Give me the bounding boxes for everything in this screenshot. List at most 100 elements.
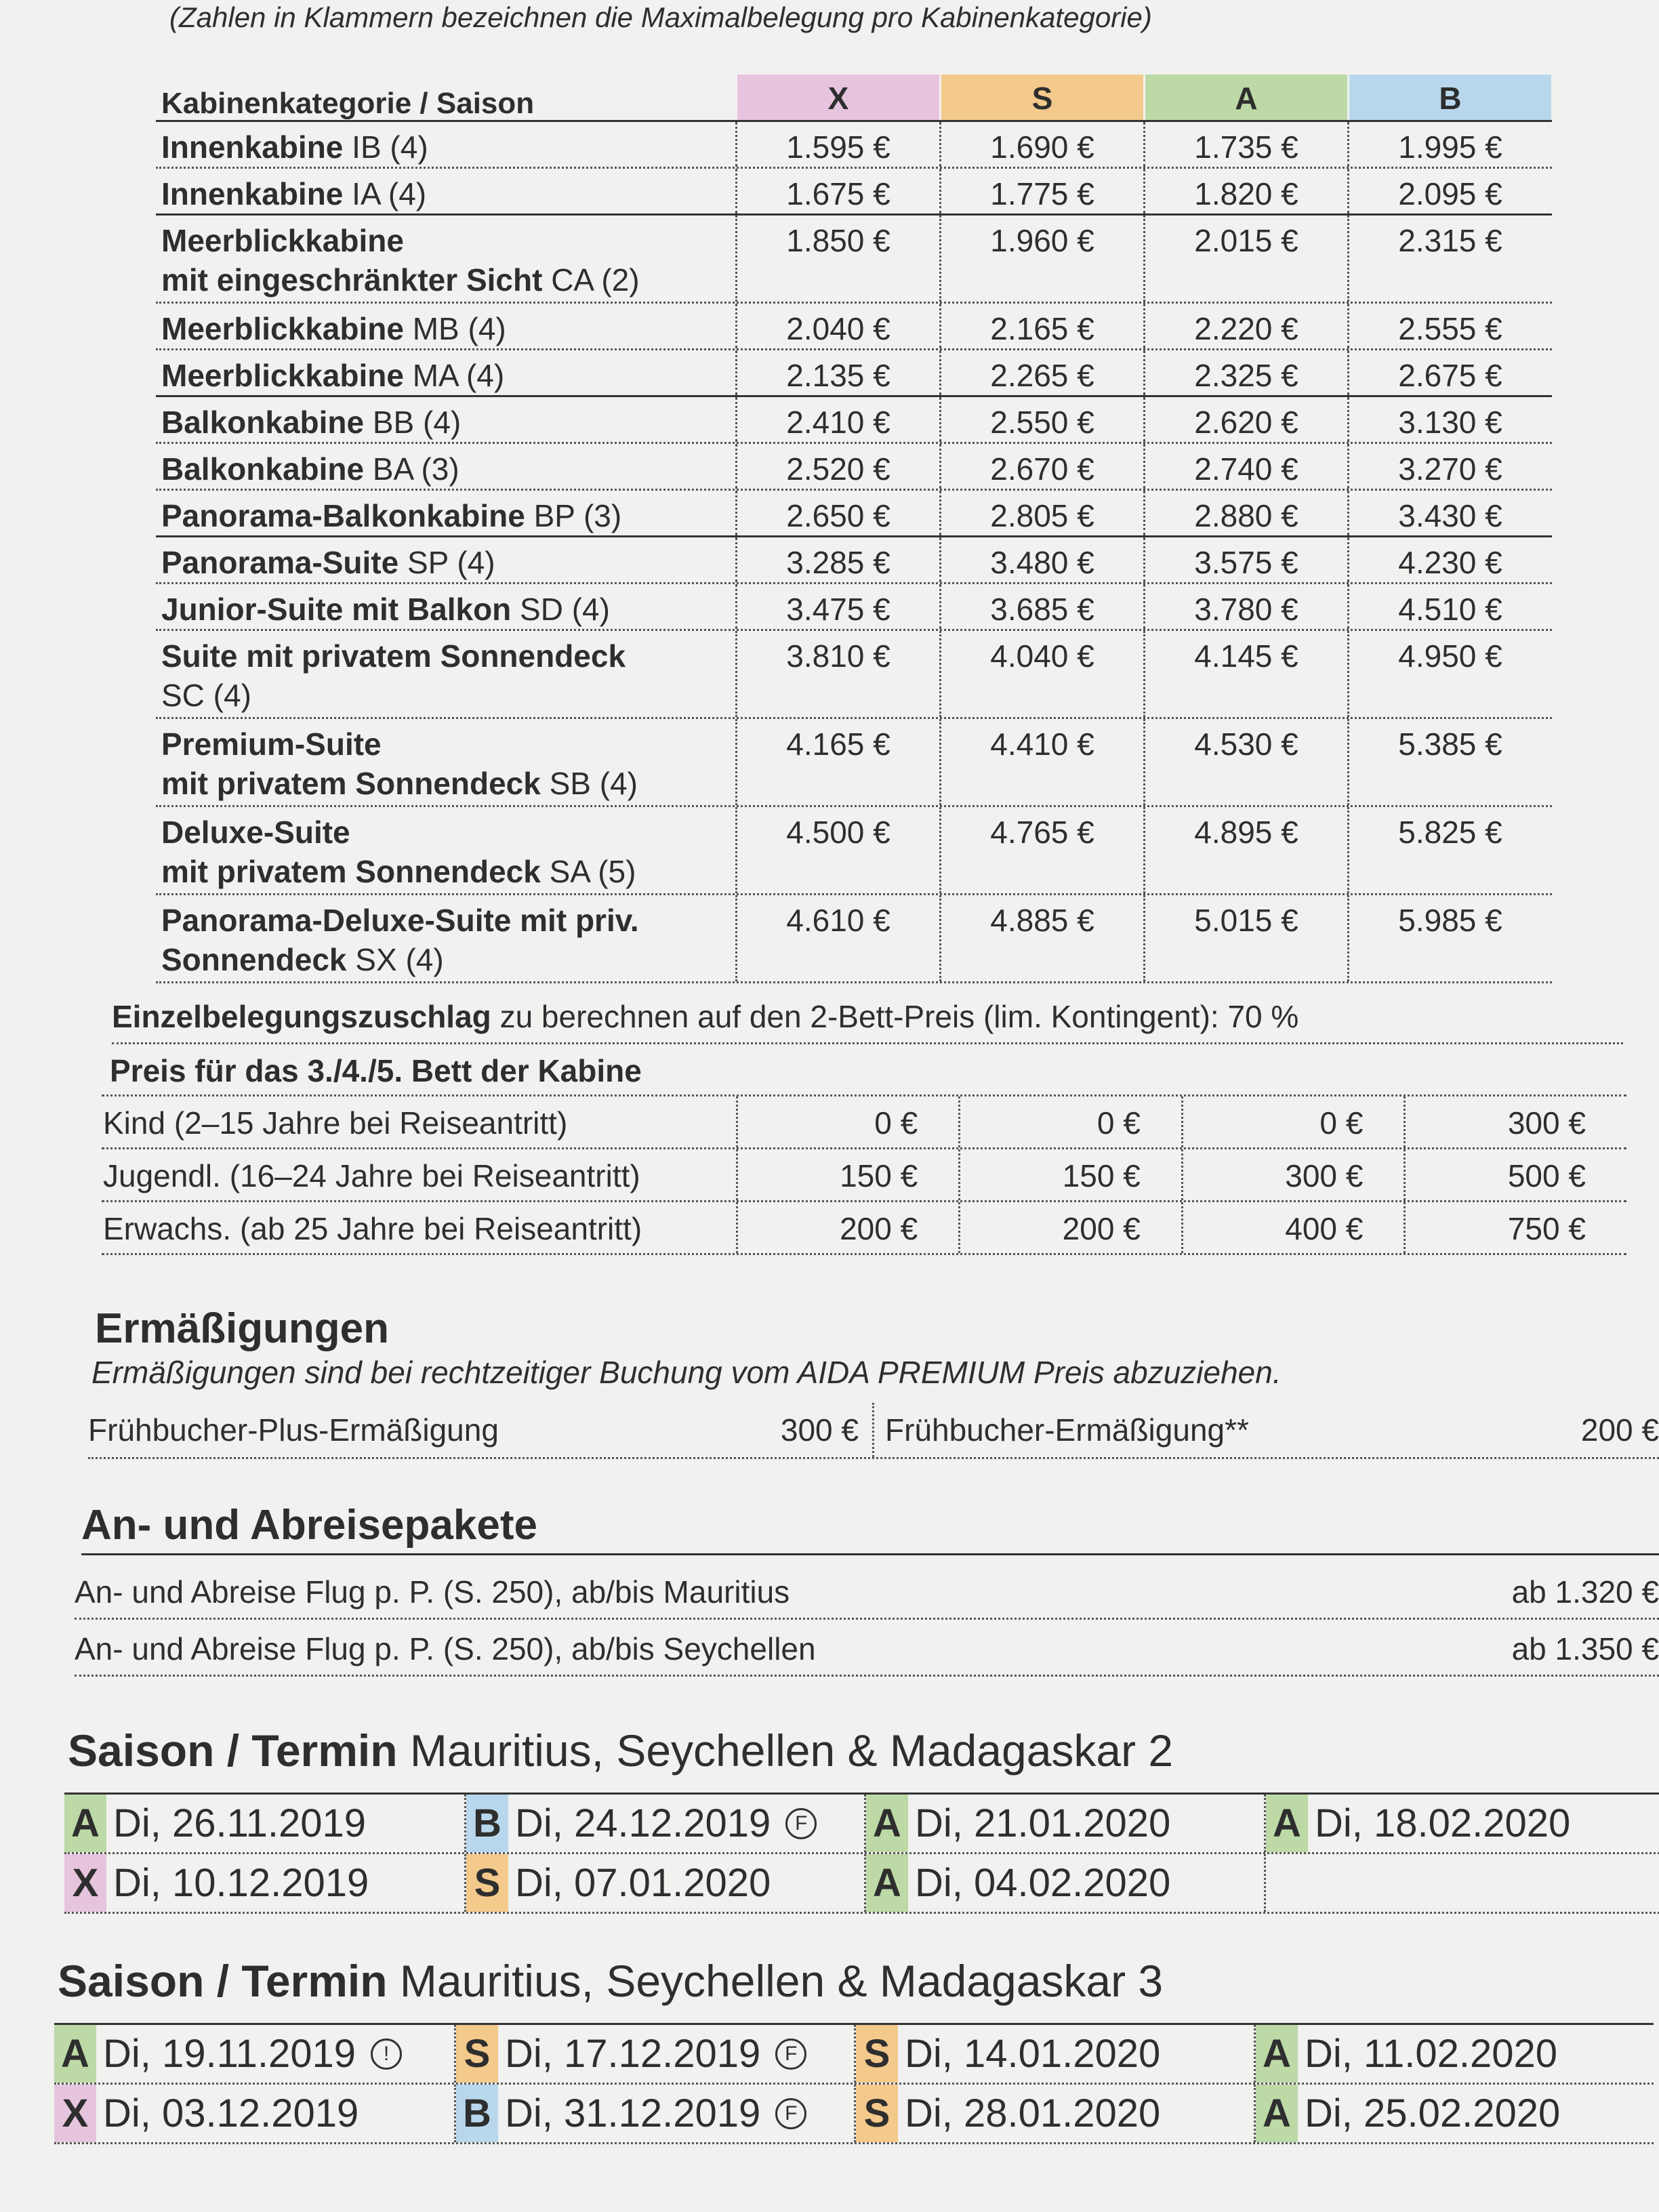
date-cell: A Di, 26.11.2019 [64, 1795, 464, 1852]
header-row: Kabinenkategorie / Saison X S A B [156, 75, 1552, 122]
cabin-name: Panorama-Deluxe-Suite mit priv. Sonnendec… [156, 895, 735, 981]
cabin-code: SA (5) [549, 854, 636, 889]
season-badge: S [856, 2085, 898, 2142]
name-line: Panorama-Balkonkabine BP (3) [161, 496, 735, 535]
single-supplement: Einzelbelegungszuschlag zu berechnen auf… [112, 991, 1623, 1044]
cabin-name: Balkonkabine BA (3) [156, 444, 735, 489]
discount-price: 200 € [1580, 1412, 1659, 1448]
name-line: Meerblickkabine MB (4) [161, 309, 735, 348]
season-badge: A [866, 1854, 908, 1912]
name-line: mit privatem Sonnendeck SB (4) [161, 764, 735, 803]
price: 3.685 € [939, 584, 1143, 629]
price: 750 € [1404, 1202, 1626, 1253]
price: 1.960 € [939, 216, 1143, 302]
age-label: Erwachs. (ab 25 Jahre bei Reiseantritt) [103, 1211, 642, 1246]
season-header: B [1347, 75, 1551, 120]
cabin-type: Balkonkabine [161, 451, 365, 487]
season-badge: A [64, 1795, 106, 1852]
season-badge: A [54, 2025, 96, 2083]
price: 2.740 € [1143, 444, 1347, 489]
price: 2.550 € [939, 397, 1143, 442]
schedule-row: X Di, 03.12.2019 B Di, 31.12.2019 F S Di, 28.0… [54, 2085, 1654, 2144]
price: 5.985 € [1347, 895, 1551, 981]
price: 1.735 € [1143, 122, 1347, 167]
cabin-code: CA (2) [551, 262, 640, 298]
price: 400 € [1181, 1202, 1404, 1253]
route: Mauritius, Seychellen & Madagaskar 2 [409, 1725, 1174, 1776]
package-label: An- und Abreise Flug p. P. (S. 250), ab/… [75, 1631, 816, 1666]
name-line: mit privatem Sonnendeck SA (5) [161, 852, 735, 891]
name-line: Junior-Suite mit Balkon SD (4) [161, 590, 735, 629]
price: 3.810 € [735, 631, 939, 717]
label: Einzelbelegungszuschlag [112, 999, 491, 1034]
price: 4.530 € [1143, 719, 1347, 805]
route: Mauritius, Seychellen & Madagaskar 3 [399, 1956, 1164, 2006]
cabin-code: IA (4) [352, 176, 427, 211]
price: 4.885 € [939, 895, 1143, 981]
date: Di, 11.02.2020 [1305, 2032, 1557, 2076]
cabin-code: BP (3) [533, 498, 622, 533]
extra-bed-row: Erwachs. (ab 25 Jahre bei Reiseantritt) 2… [102, 1202, 1626, 1255]
cabin-name: Innenkabine IB (4) [156, 122, 735, 167]
name-line: Premium-Suite [161, 724, 735, 764]
price: 4.145 € [1143, 631, 1347, 717]
price: 4.895 € [1143, 807, 1347, 893]
price: 150 € [958, 1149, 1181, 1200]
season-badge: A [866, 1795, 908, 1852]
price: 4.410 € [939, 719, 1143, 805]
cabin-name: Meerblickkabine MB (4) [156, 304, 735, 348]
cabin-type: Deluxe-Suite [161, 815, 350, 850]
schedule-grid: A Di, 26.11.2019 B Di, 24.12.2019 F A Di, 21.0… [64, 1793, 1659, 1914]
date: Di, 10.12.2019 [113, 1861, 369, 1905]
price: 2.670 € [939, 444, 1143, 489]
name-line: Sonnendeck SX (4) [161, 940, 735, 979]
price: 4.765 € [939, 807, 1143, 893]
price: 2.265 € [939, 350, 1143, 395]
cabin-name: Premium-Suite mit privatem Sonnendeck SB … [156, 719, 735, 805]
price: 1.995 € [1347, 122, 1551, 167]
price: 300 € [1181, 1149, 1404, 1200]
price: 5.385 € [1347, 719, 1551, 805]
cabin-type: Panorama-Deluxe-Suite mit priv. [161, 903, 639, 938]
date: Di, 04.02.2020 [915, 1861, 1171, 1905]
cabin-type: Junior-Suite mit Balkon [161, 592, 512, 627]
schedule-row: A Di, 19.11.2019! S Di, 17.12.2019 F S Di, 14.… [54, 2025, 1654, 2085]
date-cell: A Di, 25.02.2020 [1254, 2085, 1654, 2142]
price-table: Kabinenkategorie / Saison X S A B Innenkabine… [156, 75, 1552, 983]
package-price: ab 1.350 € [1511, 1631, 1659, 1666]
cabin-type: Meerblickkabine [161, 311, 404, 346]
price: 200 € [958, 1202, 1181, 1253]
cabin-code: BB (4) [372, 405, 462, 440]
season-badge: S [456, 2025, 498, 2083]
price: 3.130 € [1347, 397, 1551, 442]
package-label: An- und Abreise Flug p. P. (S. 250), ab/… [75, 1574, 790, 1610]
season-badge: A [1266, 1795, 1308, 1852]
schedule-title: Saison / Termin Mauritius, Seychellen & … [58, 1955, 1163, 2007]
date-cell: S Di, 28.01.2020 [854, 2085, 1254, 2142]
price: 0 € [1181, 1097, 1404, 1147]
price: 2.555 € [1347, 304, 1551, 348]
extra-bed-row: Jugendl. (16–24 Jahre bei Reiseantritt) 1… [102, 1149, 1626, 1202]
price: 2.620 € [1143, 397, 1347, 442]
name-line: Balkonkabine BB (4) [161, 403, 735, 442]
table-row: Suite mit privatem Sonnendeck SC (4) 3.810… [156, 631, 1552, 719]
schedule-row: A Di, 26.11.2019 B Di, 24.12.2019 F A Di, 21.0… [64, 1795, 1659, 1854]
cabin-type: Innenkabine [161, 129, 344, 165]
season-badge: A [1256, 2025, 1298, 2083]
cabin-name: Panorama-Suite SP (4) [156, 537, 735, 582]
price: 2.315 € [1347, 216, 1551, 302]
date: Di, 21.01.2020 [915, 1801, 1171, 1845]
cabin-type: mit privatem Sonnendeck [161, 854, 541, 889]
footnote-mark: F [775, 2097, 807, 2129]
cabin-type: Meerblickkabine [161, 223, 404, 258]
season-badge: S [856, 2025, 898, 2083]
schedule-grid: A Di, 19.11.2019! S Di, 17.12.2019 F S Di, 14.… [54, 2023, 1654, 2144]
price: 4.230 € [1347, 537, 1551, 582]
season-badge: B [466, 1795, 508, 1852]
price: 4.510 € [1347, 584, 1551, 629]
date: Di, 26.11.2019 [113, 1801, 366, 1845]
discount-label: Frühbucher-Plus-Ermäßigung [88, 1412, 499, 1448]
cabin-code: MB (4) [412, 311, 506, 346]
cabin-code: SB (4) [549, 766, 638, 801]
date-cell: A Di, 18.02.2020 [1264, 1795, 1659, 1852]
